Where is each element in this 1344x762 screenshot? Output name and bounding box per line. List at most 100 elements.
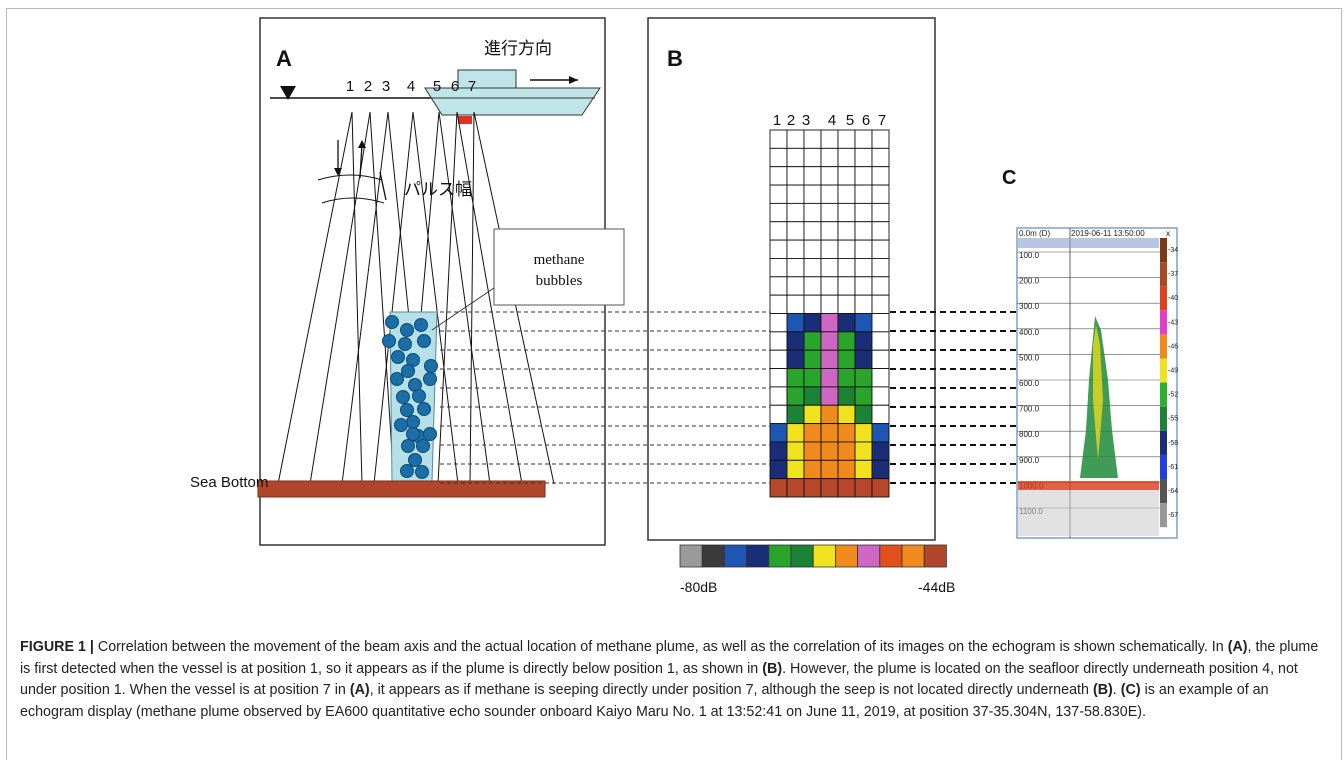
grid-cell [838, 387, 855, 405]
grid-cell [821, 295, 838, 313]
depth-label: 600.0 [1019, 379, 1040, 388]
grid-cell [787, 240, 804, 258]
grid-cell [838, 185, 855, 203]
scale-swatch [835, 545, 857, 567]
grid-cell [770, 148, 787, 166]
echogram-time: 2019-06-11 13:50:00 [1071, 229, 1145, 238]
echogram-header: 0.0m (D) [1019, 229, 1050, 238]
caption-text: Correlation between the movement of the … [94, 639, 1228, 655]
grid-cell [872, 405, 889, 423]
grid-cell [770, 405, 787, 423]
caption-bold: (A) [1228, 639, 1248, 655]
bubble [401, 404, 414, 417]
beam-number: 1 [346, 78, 354, 95]
grid-cell [821, 130, 838, 148]
panel-label: A [276, 46, 292, 71]
scale-tick-label: -37 [1168, 271, 1178, 278]
caption-text: , it appears as if methane is seeping di… [370, 682, 1093, 698]
grid-cell [770, 130, 787, 148]
scale-tick-label: -58 [1168, 440, 1178, 447]
grid-cell [787, 442, 804, 460]
bubble [416, 466, 429, 479]
grid-cell [872, 240, 889, 258]
grid-cell [804, 479, 821, 497]
grid-cell [787, 350, 804, 368]
grid-cell [838, 203, 855, 221]
grid-cell [787, 314, 804, 332]
arrow-head [569, 76, 578, 84]
panel-label: B [667, 46, 683, 71]
sea-bottom [258, 481, 545, 497]
beam-number: 4 [407, 78, 415, 95]
grid-cell [838, 314, 855, 332]
grid-cell [821, 460, 838, 478]
grid-cell [872, 350, 889, 368]
depth-label: 200.0 [1019, 277, 1040, 286]
column-number: 2 [787, 112, 795, 129]
caption-bold: (A) [350, 682, 370, 698]
scale-tick-label: -46 [1168, 343, 1178, 350]
bubble [402, 365, 415, 378]
grid-cell [770, 203, 787, 221]
grid-cell [855, 277, 872, 295]
grid-cell [872, 258, 889, 276]
grid-cell [872, 369, 889, 387]
grid-cell [872, 148, 889, 166]
grid-cell [787, 479, 804, 497]
seafloor-tail [1018, 490, 1159, 536]
bubble [417, 440, 430, 453]
grid-cell [855, 258, 872, 276]
grid-cell [872, 479, 889, 497]
grid-cell [770, 240, 787, 258]
bubble [401, 324, 414, 337]
grid-cell [821, 350, 838, 368]
grid-cell [855, 405, 872, 423]
grid-cell [872, 460, 889, 478]
scale-swatch [680, 545, 702, 567]
grid-cell [872, 442, 889, 460]
scale-tick-label: -61 [1168, 464, 1178, 471]
bubble [415, 319, 428, 332]
grid-cell [838, 167, 855, 185]
beam-number: 2 [364, 78, 372, 95]
grid-cell [821, 258, 838, 276]
echogram-scale [1160, 262, 1167, 286]
grid-cell [855, 424, 872, 442]
grid-cell [770, 277, 787, 295]
depth-label: 500.0 [1019, 353, 1040, 362]
beam-edge [342, 112, 388, 484]
grid-cell [804, 167, 821, 185]
scale-label: -80dB [680, 579, 717, 595]
scale-swatch [880, 545, 902, 567]
grid-cell [855, 369, 872, 387]
grid-cell [787, 332, 804, 350]
grid-cell [804, 203, 821, 221]
scale-tick-label: -40 [1168, 295, 1178, 302]
grid-cell [804, 258, 821, 276]
scale-swatch [769, 545, 791, 567]
grid-cell [838, 479, 855, 497]
grid-cell [804, 314, 821, 332]
grid-cell [787, 130, 804, 148]
callout-text: bubbles [536, 273, 583, 289]
grid-cell [787, 405, 804, 423]
grid-cell [804, 277, 821, 295]
grid-cell [770, 185, 787, 203]
grid-cell [838, 295, 855, 313]
caption-bold: (C) [1121, 682, 1141, 698]
scale-swatch [924, 545, 946, 567]
bubble [399, 338, 412, 351]
grid-cell [787, 222, 804, 240]
grid-cell [872, 277, 889, 295]
grid-cell [838, 350, 855, 368]
grid-cell [770, 460, 787, 478]
surface-noise [1018, 238, 1159, 248]
scale-tick-label: -49 [1168, 368, 1178, 375]
caption-bold: (B) [762, 661, 782, 677]
column-number: 3 [802, 112, 810, 129]
grid-cell [770, 387, 787, 405]
panel-label: C [1002, 167, 1016, 189]
bubble [407, 416, 420, 429]
grid-cell [821, 167, 838, 185]
pulse-arrow [380, 172, 386, 200]
